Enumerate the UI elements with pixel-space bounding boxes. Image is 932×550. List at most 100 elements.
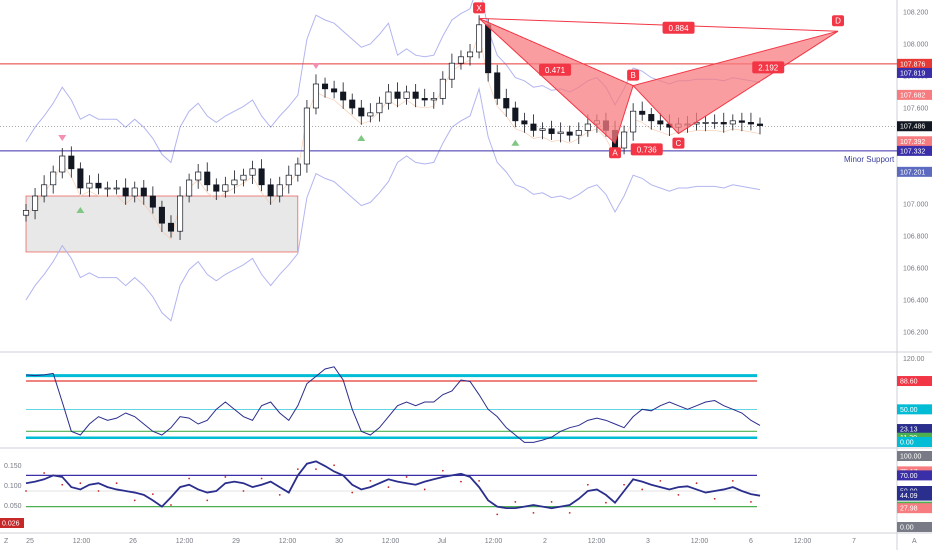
candle-body	[95, 182, 102, 189]
x-tick-label: 2	[543, 538, 547, 545]
osc2-tag-label: 100.00	[900, 454, 922, 461]
y-tick-label: 106.200	[903, 330, 928, 337]
candle-body	[621, 131, 628, 149]
footer-right-letter[interactable]: A	[912, 538, 917, 545]
osc2-dot	[25, 490, 27, 492]
candle-body	[430, 98, 437, 101]
osc1-tag-label: 0.00	[900, 440, 914, 447]
candle-body	[557, 131, 564, 134]
candle-body	[711, 122, 718, 124]
price-tag	[897, 121, 932, 132]
y-tick-label: 106.400	[903, 298, 928, 305]
price-tag-label: 107.682	[900, 92, 925, 99]
middle-band	[25, 31, 761, 240]
candle-body	[32, 195, 39, 211]
upper-band	[25, 0, 761, 164]
time-axis: 25 12:00 26 12:00 29 12:00 30 12:00 Jul 12:00 2 12:…	[26, 538, 856, 545]
osc2-dot	[133, 499, 136, 502]
candle-body	[104, 187, 111, 190]
pattern-ratio-box	[752, 61, 785, 74]
osc2-dot	[514, 501, 517, 503]
osc2-dot	[387, 486, 390, 488]
price-tag	[897, 67, 932, 78]
candle-body	[376, 102, 383, 114]
candle-body	[177, 195, 184, 232]
candle-body	[439, 78, 446, 99]
candle-body	[285, 174, 292, 186]
osc2-dot	[496, 513, 499, 516]
footer-left-letter[interactable]: Z	[4, 538, 9, 545]
osc2-dot	[115, 482, 118, 485]
osc2-dot	[532, 511, 535, 514]
x-tick-label: 29	[232, 538, 240, 545]
candle-body	[385, 91, 392, 104]
sell-signal-icon	[58, 135, 67, 141]
pattern-ratio-box	[630, 143, 663, 156]
x-tick-label: 30	[335, 538, 343, 545]
pattern-ratio-box	[662, 21, 695, 34]
price-tag-label: 107.201	[900, 169, 925, 176]
osc2-tag	[897, 451, 932, 461]
osc2-tag	[897, 490, 932, 501]
candle-body	[77, 168, 84, 189]
signal-markers	[58, 63, 520, 213]
osc2-dot	[750, 501, 752, 503]
pattern-xb	[478, 18, 634, 86]
pattern-point-label: A	[612, 149, 618, 158]
candle-body	[303, 107, 310, 165]
pattern-ratio-box	[539, 63, 572, 76]
osc2-dot	[79, 482, 82, 485]
buy-signal-icon	[76, 207, 85, 213]
x-tick-label: 12:00	[588, 538, 606, 545]
candle-body	[756, 123, 764, 126]
osc2-dot	[351, 491, 354, 494]
osc2-line	[25, 460, 761, 510]
candle-body	[512, 107, 519, 122]
x-tick-label: 3	[646, 538, 650, 545]
osc2-dot	[550, 501, 553, 503]
candle-body	[113, 187, 120, 190]
osc2-tag	[897, 470, 932, 481]
candle-body	[122, 187, 129, 197]
osc2-left-tag-label: 0.026	[2, 521, 20, 528]
candle-body	[340, 91, 347, 101]
osc2-dot	[206, 499, 209, 502]
price-tags: 107.876 107.819 107.682 107.486 107.392 107.3…	[897, 58, 932, 177]
osc2-dot	[260, 477, 263, 480]
candle-body	[720, 122, 727, 125]
y-tick-label: 106.800	[903, 234, 928, 241]
candle-body	[367, 112, 374, 117]
candle-body	[22, 210, 30, 216]
candle-body	[747, 122, 754, 125]
candle-body	[358, 107, 365, 117]
y-tick-label: 108.200	[903, 10, 928, 17]
buy-signal-icon	[357, 135, 366, 141]
candle-body	[575, 130, 582, 136]
candle-body	[485, 24, 492, 74]
osc2-dot	[423, 488, 426, 491]
x-tick-label: 6	[749, 538, 753, 545]
candle-body	[421, 98, 428, 101]
candlestick-series	[22, 15, 764, 240]
candle-body	[584, 123, 591, 131]
osc2-dot	[460, 480, 462, 483]
candle-body	[86, 182, 93, 189]
osc2-tag	[897, 522, 932, 532]
osc2-dot	[242, 490, 245, 492]
osc2-dot	[677, 494, 680, 496]
osc1-y-tick: 120.00	[903, 356, 925, 363]
osc2-dot	[315, 468, 317, 471]
price-tag	[897, 136, 932, 147]
y-tick-label: 106.600	[903, 266, 928, 273]
sell-signal-icon	[311, 63, 320, 69]
candle-body	[158, 206, 165, 224]
candle-body	[457, 56, 464, 64]
osc2-dot	[61, 483, 64, 486]
osc2-dot	[278, 494, 281, 496]
harmonic-pattern: X A B C D 0.471 0.884 2.192 0.736	[473, 2, 844, 159]
candle-body	[494, 72, 501, 99]
candle-body	[331, 88, 338, 93]
osc2-dot	[478, 479, 480, 482]
candle-body	[258, 168, 265, 186]
pattern-point-label: X	[476, 4, 482, 13]
